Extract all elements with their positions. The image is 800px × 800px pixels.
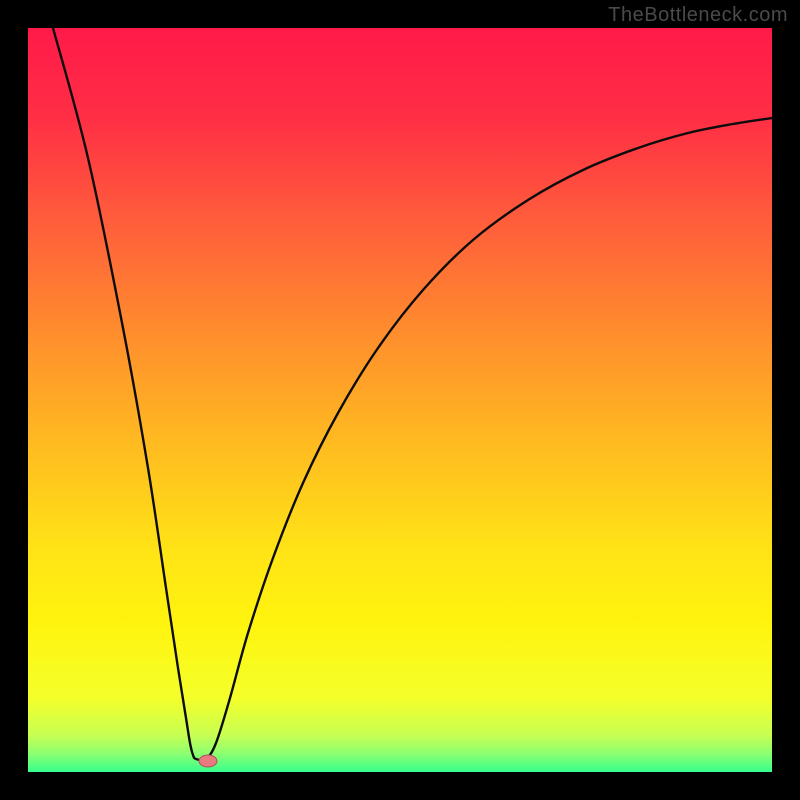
chart-frame: TheBottleneck.com	[0, 0, 800, 800]
watermark-text: TheBottleneck.com	[608, 4, 788, 27]
bottleneck-chart	[28, 28, 772, 772]
optimal-point-marker	[199, 755, 217, 767]
plot-area	[28, 28, 772, 772]
